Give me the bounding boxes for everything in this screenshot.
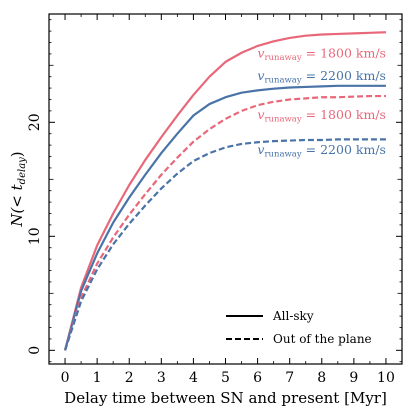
annotation-text: = 1800 km/s [302,45,386,60]
annotation-var: v [257,107,264,122]
annotation-sub: runaway [264,53,301,63]
legend-label-0: All-sky [272,309,314,323]
series-line-2 [63,94,386,351]
annotation-var: v [257,45,264,60]
annotation-3: vrunaway = 2200 km/s [257,142,386,160]
annotation-text: = 1800 km/s [302,107,386,122]
annotation-sub: runaway [264,150,301,160]
annotation-sub: runaway [264,76,301,86]
y-axis-label-main: N(< t [8,183,26,227]
x-tick-label: 7 [285,370,294,386]
x-axis-label: Delay time between SN and present [Myr] [64,389,387,407]
annotation-var: v [257,68,264,83]
annotation-text: = 2200 km/s [302,68,386,83]
annotation-var: v [257,142,264,157]
x-tick-label: 10 [377,370,395,386]
y-axis-label: N(< tdelay) [8,151,28,227]
y-tick-label: 0 [27,346,43,355]
y-tick-label: 10 [27,227,43,245]
axes: 0 1 2 3 4 5 6 7 8 9 10 0 10 20 Delay time between SN a… [8,13,403,407]
legend: All-sky Out of the plane [226,309,372,346]
annotation-text: = 2200 km/s [302,142,386,157]
x-tick-label: 8 [317,370,326,386]
x-tick-label: 2 [125,370,134,386]
legend-label-1: Out of the plane [273,332,372,346]
annotation-2: vrunaway = 1800 km/s [257,107,386,125]
annotation-1: vrunaway = 2200 km/s [257,68,386,86]
y-axis-label-sub: delay [17,157,28,184]
plot-frame [48,13,403,365]
series-line-3 [64,138,386,351]
x-tick-label: 1 [93,370,102,386]
y-tick-label: 20 [27,113,43,131]
annotation-sub: runaway [264,114,301,124]
x-tick-label: 4 [189,370,198,386]
series-layer [63,31,386,351]
x-tick-label: 5 [221,370,230,386]
x-tick-label: 9 [349,370,358,386]
y-axis-label-close: ) [8,151,26,157]
x-tick-label: 6 [253,370,262,386]
series-line-0 [63,31,386,351]
x-tick-label: 3 [157,370,166,386]
x-tick-label: 0 [61,370,70,386]
annotation-0: vrunaway = 1800 km/s [257,45,386,63]
series-line-1 [63,84,386,351]
